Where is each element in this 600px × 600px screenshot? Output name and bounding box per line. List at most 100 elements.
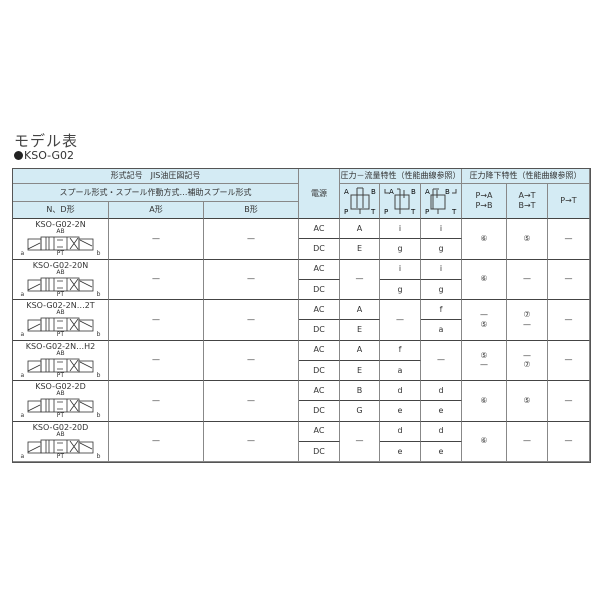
pd-value: ⑥ [462,219,507,260]
port-labels: a PT b [21,332,101,338]
pd-value: ⑤ [507,381,548,422]
pd-value-text: ⑥ [480,233,488,243]
pd-value: ⑦ — [507,300,548,341]
port-label-a: a [20,250,25,257]
header-nd: N、D形 [13,202,109,219]
pq-value-dc: E [340,360,380,381]
pq-value-ac: A [340,300,380,321]
series-subtitle: KSO-G02 [14,149,74,162]
pq-value: — [340,259,380,300]
symbol-bypass-a-icon: A B P T [384,188,416,216]
pd-value-text: — [480,360,488,370]
header-p-ab: P→A P→B [462,184,507,219]
pq-value-ac: A [340,340,380,361]
header-pd: 圧力降下特性（性能曲線参照） [462,169,590,184]
pd-value-text: ⑥ [480,274,488,284]
port-label-b: b [96,290,101,298]
power-ac: AC [299,219,340,240]
header-ab-t: A→T B→T [507,184,548,219]
port-label-pt: PT [56,290,65,298]
power-dc: DC [299,401,340,422]
pd-value: — [548,259,590,300]
pq-value: — [421,340,462,381]
valve-symbol-icon [26,276,96,292]
header-power: 電源 [299,169,340,219]
valve-symbol-icon [26,438,96,454]
pq-value-ac: i [380,219,421,240]
svg-text:B: B [411,188,416,196]
pq-value-dc: a [380,360,421,381]
port-label-pt: PT [56,412,65,419]
port-label-a: a [20,371,25,379]
port-label-ab: AB [56,268,65,276]
model-cell: KSO-G02-2D AB a PT b [13,381,109,422]
port-label-pt: PT [56,331,65,338]
model-cell: KSO-G02-20N AB a PT b [13,259,109,300]
a-type-value: — [109,340,204,381]
label-p-a: P→A [475,191,493,201]
pd-value-text: — [564,395,573,405]
page-title: モデル表 [14,132,79,150]
pd-value: — [548,421,590,462]
power-dc: DC [299,239,340,260]
power-ac: AC [299,381,340,402]
pd-value-text: ⑤ [480,350,488,360]
model-name: KSO-G02-20N [32,260,89,270]
model-cell: KSO-G02-2N AB a PT b [13,219,109,260]
pq-value-ac: A [340,219,380,240]
pd-value: — [548,300,590,341]
pd-value: — ⑦ [507,340,548,381]
pq-value-ac: i [421,219,462,240]
svg-text:A: A [344,188,349,196]
port-label-ab: AB [56,430,65,438]
pd-value-text: ⑤ [480,319,488,329]
pq-value-dc: e [380,441,421,462]
power-dc: DC [299,279,340,300]
pq-value: — [340,421,380,462]
model-name: KSO-G02-2N…H2 [25,341,96,351]
model-name: KSO-G02-2D [35,382,86,391]
port-label-pt: PT [56,250,65,257]
pd-value: — [507,259,548,300]
label-a-t: A→T [518,191,536,201]
b-type-value: — [204,259,299,300]
port-labels: a PT b [21,453,101,460]
power-dc: DC [299,441,340,462]
power-ac: AC [299,340,340,361]
pq-value-ac: i [421,259,462,280]
pq-value-ac: f [421,300,462,321]
port-label-b: b [96,331,101,338]
svg-text:A: A [425,188,430,196]
port-label-ab: AB [56,309,65,316]
model-cell: KSO-G02-2N…H2 AB a PT b [13,340,109,381]
a-type-value: — [109,219,204,260]
symbol-abt-icon: A B P T [340,184,380,219]
pd-value-text: — [480,310,488,320]
bullet-icon [14,151,23,160]
pq-value-dc: g [380,279,421,300]
pd-value: — [548,219,590,260]
b-type-value: — [204,340,299,381]
port-labels: a PT b [21,413,101,419]
model-name: KSO-G02-2N [35,220,86,229]
pd-value-text: — [564,233,573,243]
pq-value-ac: i [380,259,421,280]
pq-value-dc: G [340,401,380,422]
pq-value-dc: e [380,401,421,422]
pd-value-text: ⑤ [523,395,531,405]
svg-text:P: P [425,208,429,216]
pd-value-text: — [564,355,573,365]
model-cell: KSO-G02-2N…2T AB a PT b [13,300,109,341]
port-label-a: a [20,412,25,419]
svg-text:T: T [410,208,416,216]
symbol-abt-icon: A B P T [344,187,376,216]
power-dc: DC [299,360,340,381]
pd-value-text: — [523,350,531,360]
port-label-pt: PT [56,371,65,379]
pd-value-text: ⑦ [523,360,531,370]
pd-value-text: ⑦ [523,310,531,320]
b-type-value: — [204,300,299,341]
pq-value-dc: g [380,239,421,260]
port-labels: a PT b [21,290,101,298]
svg-text:B: B [445,188,450,196]
